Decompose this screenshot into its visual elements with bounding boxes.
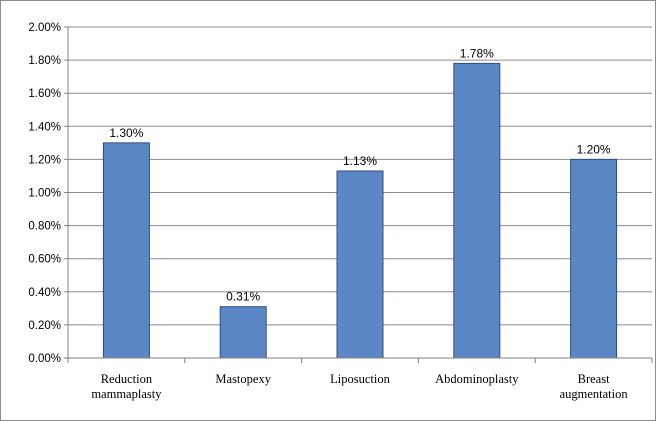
- x-category-label: Mastopexy: [215, 372, 271, 386]
- y-tick-label: 1.80%: [28, 55, 61, 67]
- bar: [336, 170, 384, 359]
- x-category-label: Reduction: [101, 372, 153, 386]
- x-category-label: Liposuction: [330, 372, 390, 386]
- bar: [570, 158, 618, 359]
- data-label: 1.20%: [577, 142, 611, 156]
- data-label: 1.78%: [460, 46, 494, 60]
- y-tick-label: 2.00%: [28, 22, 61, 34]
- bar: [102, 142, 150, 359]
- x-category-label: augmentation: [560, 387, 629, 401]
- y-tick-label: 0.40%: [28, 287, 61, 299]
- x-category-label: Breast: [578, 372, 610, 386]
- bar: [219, 306, 267, 359]
- y-tick-label: 0.00%: [28, 353, 61, 365]
- y-tick-label: 0.20%: [28, 320, 61, 332]
- data-label: 1.13%: [343, 154, 377, 168]
- y-tick-label: 0.60%: [28, 254, 61, 266]
- y-tick-label: 1.40%: [28, 121, 61, 133]
- y-tick-label: 1.20%: [28, 154, 61, 166]
- y-tick-label: 1.00%: [28, 188, 61, 200]
- y-tick-label: 1.60%: [28, 88, 61, 100]
- data-label: 1.30%: [109, 126, 143, 140]
- bar: [453, 62, 501, 359]
- data-label: 0.31%: [226, 290, 260, 304]
- x-category-label: mammaplasty: [91, 387, 162, 401]
- x-category-label: Abdominoplasty: [435, 372, 519, 386]
- y-tick-label: 0.80%: [28, 221, 61, 233]
